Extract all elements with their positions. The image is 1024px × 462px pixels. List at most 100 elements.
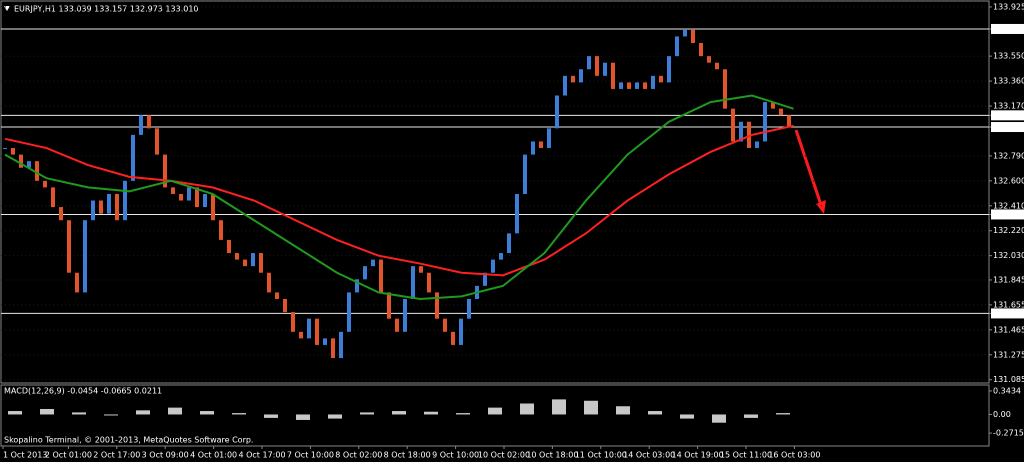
candle: [147, 115, 151, 129]
candle: [787, 115, 791, 128]
y-tick-label: 133.099: [993, 111, 1024, 120]
candle: [323, 338, 327, 345]
candle: [611, 62, 615, 89]
y-tick-label: 132.220: [993, 226, 1024, 235]
y-tick-label: 133.925: [993, 2, 1024, 11]
candle: [243, 259, 247, 267]
candle: [427, 272, 431, 293]
macd-bar: [104, 414, 118, 416]
candle: [515, 193, 519, 234]
candle: [331, 338, 335, 359]
candle: [683, 29, 687, 37]
y-tick-label: 132.410: [993, 201, 1024, 210]
candle: [203, 193, 207, 208]
level-label-bg: [991, 110, 1024, 121]
candle: [59, 207, 63, 221]
candle: [747, 121, 751, 149]
candle: [459, 318, 463, 345]
candle: [43, 180, 47, 188]
candle: [595, 56, 599, 76]
symbol-title: EURJPY,H1 133.039 133.157 132.973 133.01…: [14, 5, 199, 14]
x-tick-label: 7 Oct 10:00: [287, 451, 334, 460]
macd-bar: [584, 400, 598, 415]
candle: [411, 266, 415, 299]
candle: [107, 193, 111, 214]
macd-bar: [232, 413, 246, 415]
y-tick-label: -0.2715: [993, 429, 1024, 438]
candle: [3, 148, 7, 150]
candle: [299, 331, 303, 339]
candle: [419, 266, 423, 273]
macd-frame: [0, 384, 990, 447]
candle: [27, 161, 31, 168]
candle: [51, 187, 55, 208]
level-label-bg: [991, 122, 1024, 133]
candle: [19, 154, 23, 168]
candle: [227, 239, 231, 254]
x-tick-label: 14 Oct 19:00: [672, 451, 724, 460]
level-label-bg: [991, 308, 1024, 319]
candle: [531, 141, 535, 155]
x-tick-label: 16 Oct 03:00: [768, 451, 820, 460]
candle: [547, 128, 551, 149]
x-tick-label: 3 Oct 09:00: [142, 451, 189, 460]
x-tick-label: 9 Oct 10:00: [432, 451, 479, 460]
candle: [219, 220, 223, 240]
candle: [675, 36, 679, 57]
candle: [627, 82, 631, 89]
candle: [387, 292, 391, 319]
macd-bar: [168, 407, 182, 415]
candle: [715, 62, 719, 70]
moving-average: [4, 94, 794, 300]
candle: [163, 154, 167, 188]
candle: [523, 154, 527, 194]
macd-bar: [328, 414, 342, 419]
candle: [403, 298, 407, 332]
candle: [619, 82, 623, 89]
x-tick-label: 10 Oct 02:00: [478, 451, 530, 460]
y-tick-label: 132.600: [993, 176, 1024, 185]
macd-title: MACD(12,26,9) -0.0454 -0.0665 0.0211: [4, 387, 162, 396]
y-tick-label: 131.465: [993, 325, 1024, 334]
candle: [483, 272, 487, 286]
y-tick-label: 132.790: [993, 151, 1024, 160]
y-tick-label: 133.360: [993, 77, 1024, 86]
watermark: Skopalino Terminal, © 2001-2013, MetaQuo…: [4, 436, 253, 445]
candle: [195, 187, 199, 208]
y-tick-label: 132.344: [993, 210, 1024, 219]
candle: [499, 253, 503, 260]
candle: [707, 56, 711, 63]
x-tick-label: 1 Oct 2013: [3, 451, 47, 460]
candle: [771, 102, 775, 109]
candle: [179, 193, 183, 201]
candle: [211, 193, 215, 221]
candle: [731, 108, 735, 142]
candle: [131, 134, 135, 181]
candle: [307, 318, 311, 339]
candle: [35, 161, 39, 181]
candle: [379, 259, 383, 293]
candle: [139, 115, 143, 135]
candle: [67, 220, 71, 273]
candle: [83, 220, 87, 293]
candle: [691, 29, 695, 44]
candle: [235, 253, 239, 260]
macd-bar: [8, 411, 22, 415]
y-tick-label: 131.275: [993, 350, 1024, 359]
candle: [563, 75, 567, 96]
candle: [347, 292, 351, 332]
macd-bar: [72, 412, 86, 415]
macd-bar: [776, 413, 790, 415]
candle: [123, 180, 127, 221]
macd-bar: [264, 414, 278, 418]
x-tick-label: 10 Oct 18:00: [526, 451, 578, 460]
candle: [571, 75, 575, 83]
y-tick-label: 0.3434: [993, 386, 1021, 395]
candle: [435, 292, 439, 319]
macd-bar: [136, 410, 150, 415]
candle: [451, 331, 455, 345]
candle: [467, 298, 471, 319]
forecast-arrowhead: [816, 200, 826, 214]
x-tick-label: 2 Oct 01:00: [45, 451, 92, 460]
candle: [603, 62, 607, 76]
